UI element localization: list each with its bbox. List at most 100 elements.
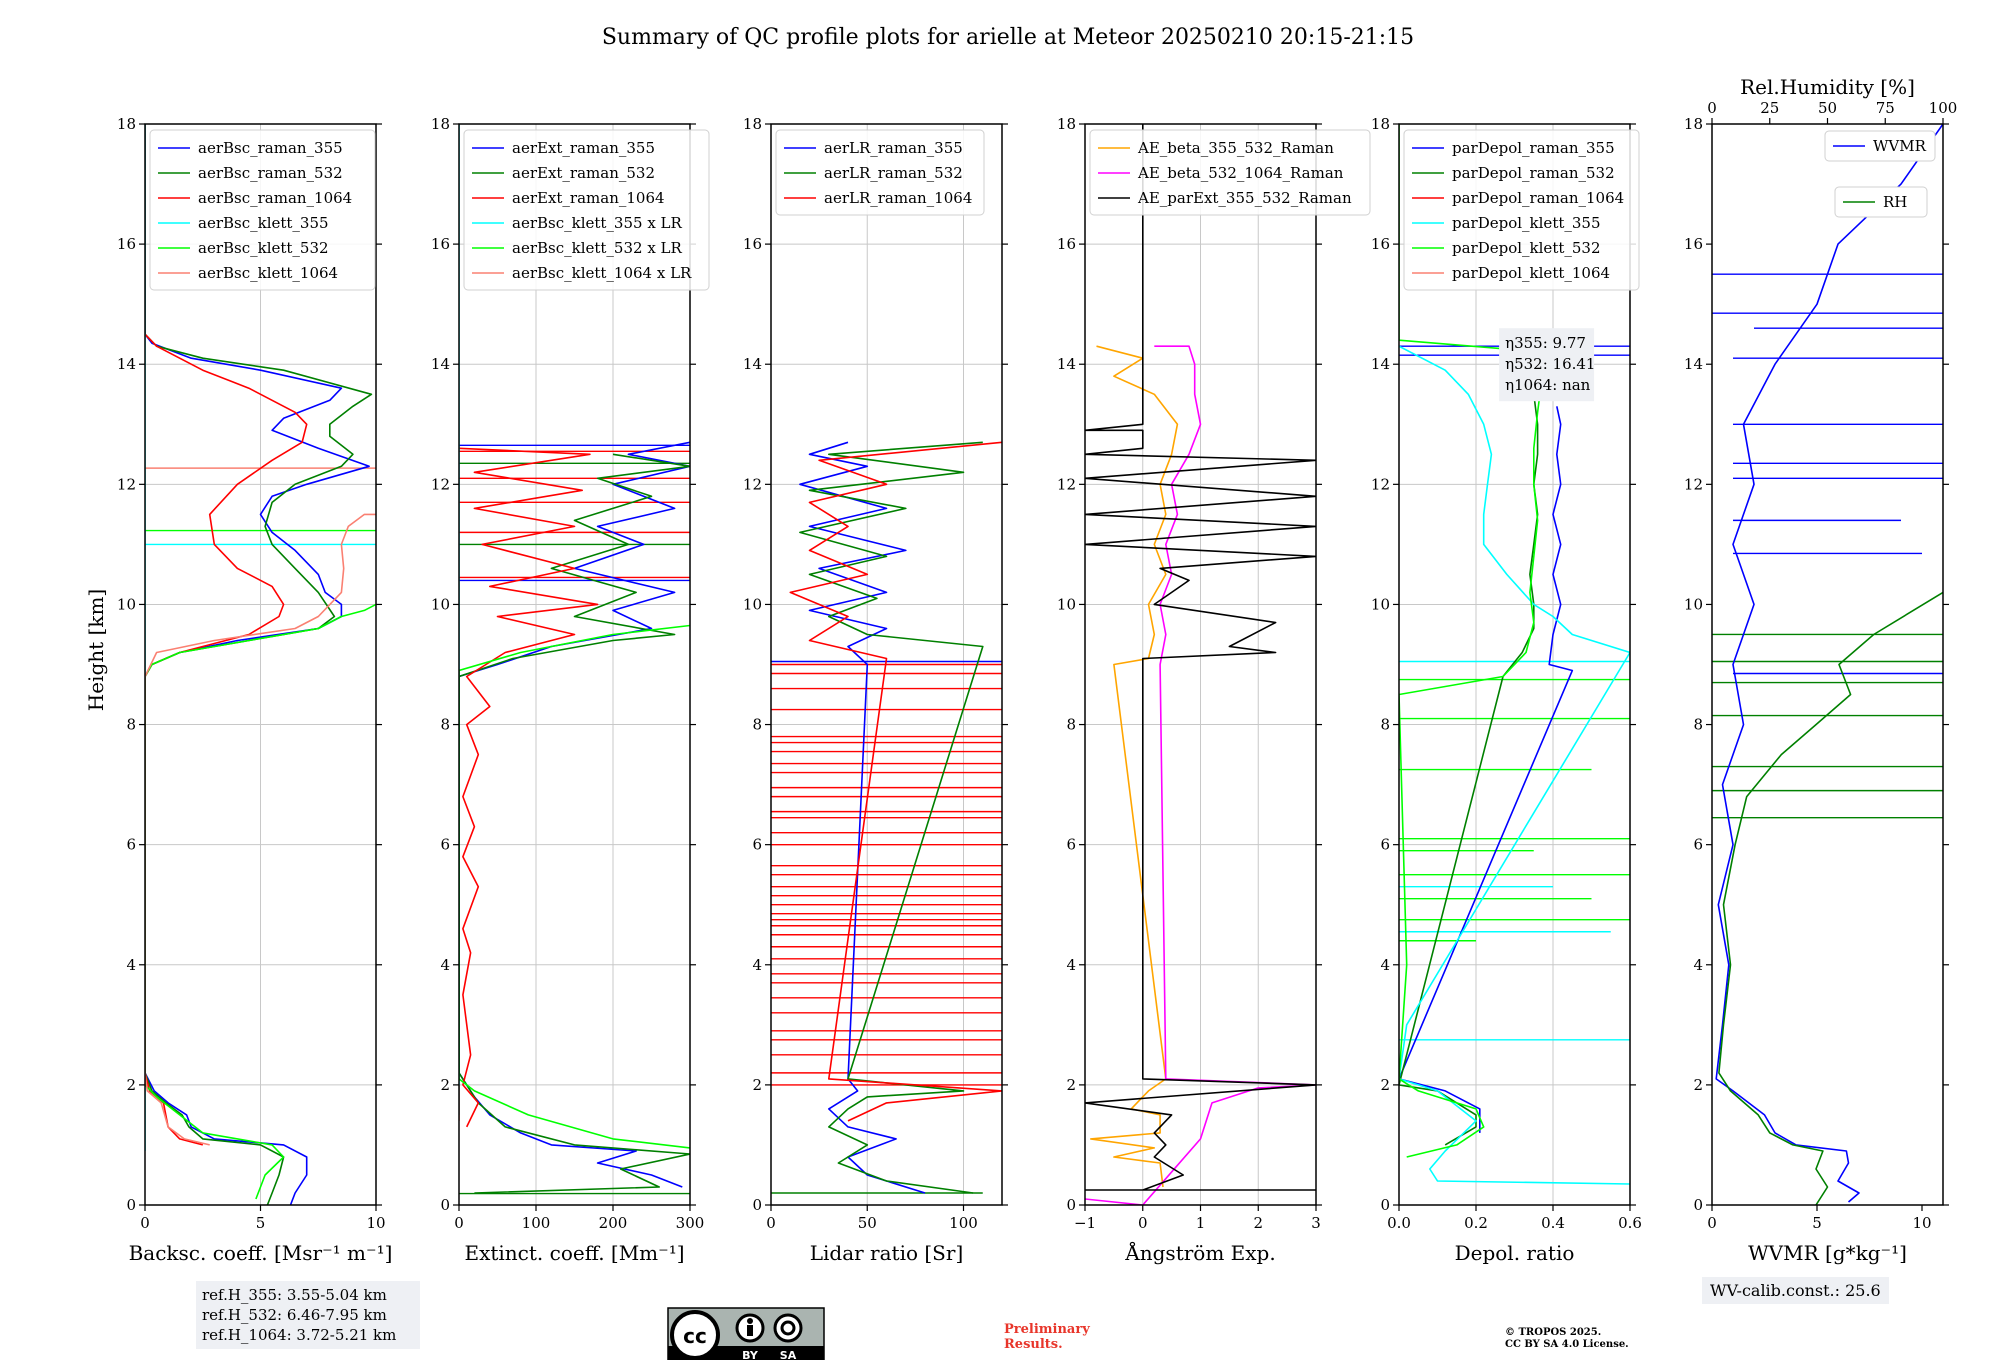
backscatter-data bbox=[145, 124, 376, 1205]
depol-legend-label: parDepol_raman_1064 bbox=[1452, 189, 1624, 207]
extinction-series-aerbsc-klett-532-x-lr bbox=[459, 624, 690, 1149]
wvmr-x2tick-label: 75 bbox=[1876, 99, 1895, 117]
wvmr-ytick-label: 8 bbox=[1693, 716, 1703, 734]
lidar-ratio-ytick-label: 10 bbox=[743, 595, 762, 613]
wvmr-x2tick-label: 50 bbox=[1818, 99, 1837, 117]
lidar-ratio-legend-box bbox=[775, 129, 985, 216]
lidar-ratio-series-aerlr-raman-532 bbox=[799, 441, 984, 1194]
depol-ytick-label: 12 bbox=[1371, 475, 1390, 493]
cc-license-badge: cc BY SA bbox=[667, 1307, 825, 1360]
lidar-ratio-xtick-label: 0 bbox=[766, 1214, 776, 1232]
backscatter-legend-label: aerBsc_klett_355 bbox=[198, 214, 329, 232]
extinction-legend-label: aerExt_raman_1064 bbox=[512, 189, 665, 207]
extinction-xtick-label: 100 bbox=[522, 1214, 551, 1232]
angstrom-legend-label: AE_beta_532_1064_Raman bbox=[1137, 164, 1344, 182]
by-person-head bbox=[747, 1318, 753, 1324]
depol-ytick-label: 18 bbox=[1371, 115, 1390, 133]
angstrom-legend-label: AE_beta_355_532_Raman bbox=[1137, 139, 1334, 157]
extinction-ytick-label: 6 bbox=[440, 836, 450, 854]
angstrom-xtick-label: −1 bbox=[1074, 1214, 1096, 1232]
lidar-ratio-xtick-label: 50 bbox=[858, 1214, 877, 1232]
ref-height-1064: ref.H_1064: 3.72-5.21 km bbox=[202, 1326, 397, 1344]
extinction-x-axis-label: Extinct. coeff. [Mm⁻¹] bbox=[464, 1241, 684, 1265]
depol-legend-label: parDepol_klett_355 bbox=[1452, 214, 1601, 232]
extinction-ytick-label: 14 bbox=[431, 355, 450, 373]
wvmr-x2-axis-label: Rel.Humidity [%] bbox=[1740, 75, 1915, 99]
depol-legend-box bbox=[1403, 129, 1640, 291]
backscatter-ytick-label: 4 bbox=[126, 956, 136, 974]
angstrom-ytick-label: 8 bbox=[1066, 716, 1076, 734]
lidar-ratio-frame bbox=[770, 123, 1003, 1206]
backscatter-ytick-label: 10 bbox=[117, 595, 136, 613]
cc-logo-text: cc bbox=[683, 1324, 707, 1348]
angstrom-xtick-label: 0 bbox=[1138, 1214, 1148, 1232]
backscatter-legend-label: aerBsc_raman_1064 bbox=[198, 189, 352, 207]
extinction-ytick-label: 2 bbox=[440, 1076, 450, 1094]
copyright-notice: © TROPOS 2025. CC BY SA 4.0 License. bbox=[1505, 1327, 1629, 1351]
backscatter-series-aerbsc-klett-532 bbox=[145, 603, 376, 1200]
wvmr-x2tick-label: 100 bbox=[1929, 99, 1958, 117]
extinction-legend-label: aerExt_raman_532 bbox=[512, 164, 655, 182]
extinction-legend-label: aerBsc_klett_532 x LR bbox=[512, 239, 683, 257]
backscatter-ytick-label: 8 bbox=[126, 716, 136, 734]
depol-x-axis-label: Depol. ratio bbox=[1455, 1241, 1575, 1265]
wvmr-frame bbox=[1711, 123, 1944, 1206]
extinction-ytick-label: 0 bbox=[440, 1196, 450, 1214]
extinction-ytick-label: 10 bbox=[431, 595, 450, 613]
angstrom-ytick-label: 14 bbox=[1057, 355, 1076, 373]
angstrom-xtick-label: 1 bbox=[1196, 1214, 1206, 1232]
reference-height-box: ref.H_355: 3.55-5.04 km ref.H_532: 6.46-… bbox=[196, 1281, 420, 1349]
lidar-ratio-ytick-label: 14 bbox=[743, 355, 762, 373]
wvmr-xtick-label: 10 bbox=[1912, 1214, 1931, 1232]
depol-ytick-label: 0 bbox=[1380, 1196, 1390, 1214]
depol-series-pardepol-raman-532 bbox=[1399, 346, 1547, 1146]
backscatter-xtick-label: 0 bbox=[140, 1214, 150, 1232]
angstrom-ytick-label: 10 bbox=[1057, 595, 1076, 613]
depol-series-pardepol-klett-355 bbox=[1399, 345, 1630, 1185]
depol-xtick-label: 0.0 bbox=[1387, 1214, 1411, 1232]
sa-share-icon bbox=[773, 1313, 803, 1343]
depol-xtick-label: 0.6 bbox=[1618, 1214, 1642, 1232]
angstrom-ytick-label: 6 bbox=[1066, 836, 1076, 854]
depol-legend-label: parDepol_raman_355 bbox=[1452, 139, 1615, 157]
ref-height-532: ref.H_532: 6.46-7.95 km bbox=[202, 1306, 387, 1324]
depol-series-pardepol-raman-355 bbox=[1399, 406, 1574, 1133]
wvmr-x2tick-label: 0 bbox=[1707, 99, 1717, 117]
wvmr-ytick-label: 12 bbox=[1684, 475, 1703, 493]
sa-label: SA bbox=[780, 1349, 797, 1360]
backscatter-xtick-label: 10 bbox=[366, 1214, 385, 1232]
wvmr-ytick-label: 18 bbox=[1684, 115, 1703, 133]
wvmr-ytick-label: 0 bbox=[1693, 1196, 1703, 1214]
backscatter-ytick-label: 6 bbox=[126, 836, 136, 854]
wvmr-legend-label: RH bbox=[1883, 193, 1907, 211]
preliminary-notice: Preliminary Results. bbox=[1004, 1322, 1090, 1352]
wv-calibration-box: WV-calib.const.: 25.6 bbox=[1702, 1277, 1889, 1304]
backscatter-ytick-label: 16 bbox=[117, 235, 136, 253]
backscatter-series-aerbsc-raman-532 bbox=[145, 124, 373, 1205]
extinction-data bbox=[459, 124, 690, 1195]
extinction-ytick-label: 8 bbox=[440, 716, 450, 734]
depol-ytick-label: 8 bbox=[1380, 716, 1390, 734]
backscatter-legend-box bbox=[149, 129, 376, 291]
figure-title: Summary of QC profile plots for arielle … bbox=[602, 25, 1414, 50]
lidar-ratio-x-axis-label: Lidar ratio [Sr] bbox=[810, 1241, 964, 1265]
depol-legend-label: parDepol_klett_532 bbox=[1452, 239, 1601, 257]
lidar-ratio-xtick-label: 100 bbox=[949, 1214, 978, 1232]
preliminary-line-2: Results. bbox=[1004, 1337, 1063, 1352]
angstrom-legend-label: AE_parExt_355_532_Raman bbox=[1137, 189, 1352, 207]
angstrom-ytick-label: 2 bbox=[1066, 1076, 1076, 1094]
lidar-ratio-ytick-label: 6 bbox=[752, 836, 762, 854]
angstrom-ytick-label: 12 bbox=[1057, 475, 1076, 493]
depol-ytick-label: 6 bbox=[1380, 836, 1390, 854]
extinction-series-aerext-raman-1064 bbox=[459, 447, 599, 1128]
lidar-ratio-legend-label: aerLR_raman_1064 bbox=[824, 189, 972, 207]
extinction-legend-label: aerBsc_klett_355 x LR bbox=[512, 214, 683, 232]
depol-series-pardepol-klett-532 bbox=[1399, 124, 1547, 1158]
depol-ytick-label: 2 bbox=[1380, 1076, 1390, 1094]
backscatter-legend-label: aerBsc_klett_1064 bbox=[198, 264, 338, 282]
wvmr-ytick-label: 4 bbox=[1693, 956, 1703, 974]
depol-eta-annotation-line: η355: 9.77 bbox=[1505, 334, 1586, 352]
